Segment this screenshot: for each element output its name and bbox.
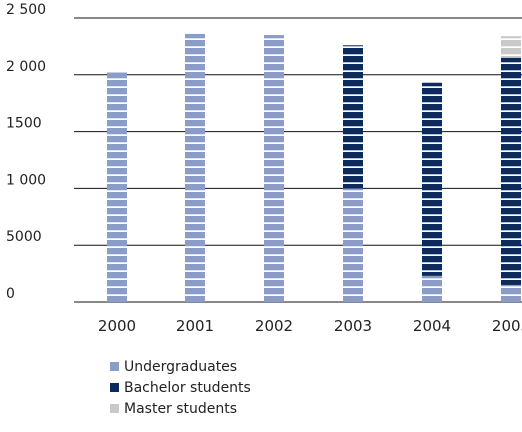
x-tick-label: 2004 xyxy=(413,317,451,335)
legend-item-undergraduates: Undergraduates xyxy=(110,359,237,375)
y-tick-label: 2 500 xyxy=(6,2,46,18)
legend-label: Bachelor students xyxy=(124,380,251,396)
bar-2003-undergraduates xyxy=(343,188,363,302)
legend-label: Undergraduates xyxy=(124,359,237,375)
y-tick-label: 5000 xyxy=(6,229,42,245)
y-tick-label: 0 xyxy=(6,286,15,302)
bars xyxy=(107,33,521,303)
x-tick-label: 2002 xyxy=(255,317,293,335)
gridlines xyxy=(74,17,522,303)
y-tick-label: 1 000 xyxy=(6,172,46,188)
x-axis-tick-labels: 2000 2001 2002 2003 2004 2005 xyxy=(98,317,522,335)
bar-2000-undergraduates xyxy=(107,72,127,302)
x-tick-label: 2005 xyxy=(492,317,522,335)
legend-item-bachelor-students: Bachelor students xyxy=(110,380,251,396)
legend-item-master-students: Master students xyxy=(110,401,237,417)
legend-swatch xyxy=(110,383,119,392)
bar-2005-master-students xyxy=(501,36,521,58)
x-tick-label: 2000 xyxy=(98,317,136,335)
bar-2004-undergraduates xyxy=(422,275,442,302)
x-tick-label: 2001 xyxy=(176,317,214,335)
y-tick-label: 1500 xyxy=(6,116,42,132)
legend: Undergraduates Bachelor students Master st… xyxy=(110,359,251,417)
y-axis-tick-labels: 0 5000 1 000 1500 2 000 2 500 xyxy=(6,2,46,302)
legend-label: Master students xyxy=(124,401,237,417)
bar-2005-undergraduates xyxy=(501,284,521,302)
bar-2003-bachelor-students xyxy=(343,45,363,189)
bar-2005-bachelor-students xyxy=(501,57,521,285)
bar-2004-bachelor-students xyxy=(422,82,442,276)
y-tick-label: 2 000 xyxy=(6,59,46,75)
legend-swatch xyxy=(110,362,119,371)
bar-2001-undergraduates xyxy=(185,33,205,303)
x-tick-label: 2003 xyxy=(334,317,372,335)
legend-swatch xyxy=(110,404,119,413)
bar-2002-undergraduates xyxy=(264,35,284,302)
